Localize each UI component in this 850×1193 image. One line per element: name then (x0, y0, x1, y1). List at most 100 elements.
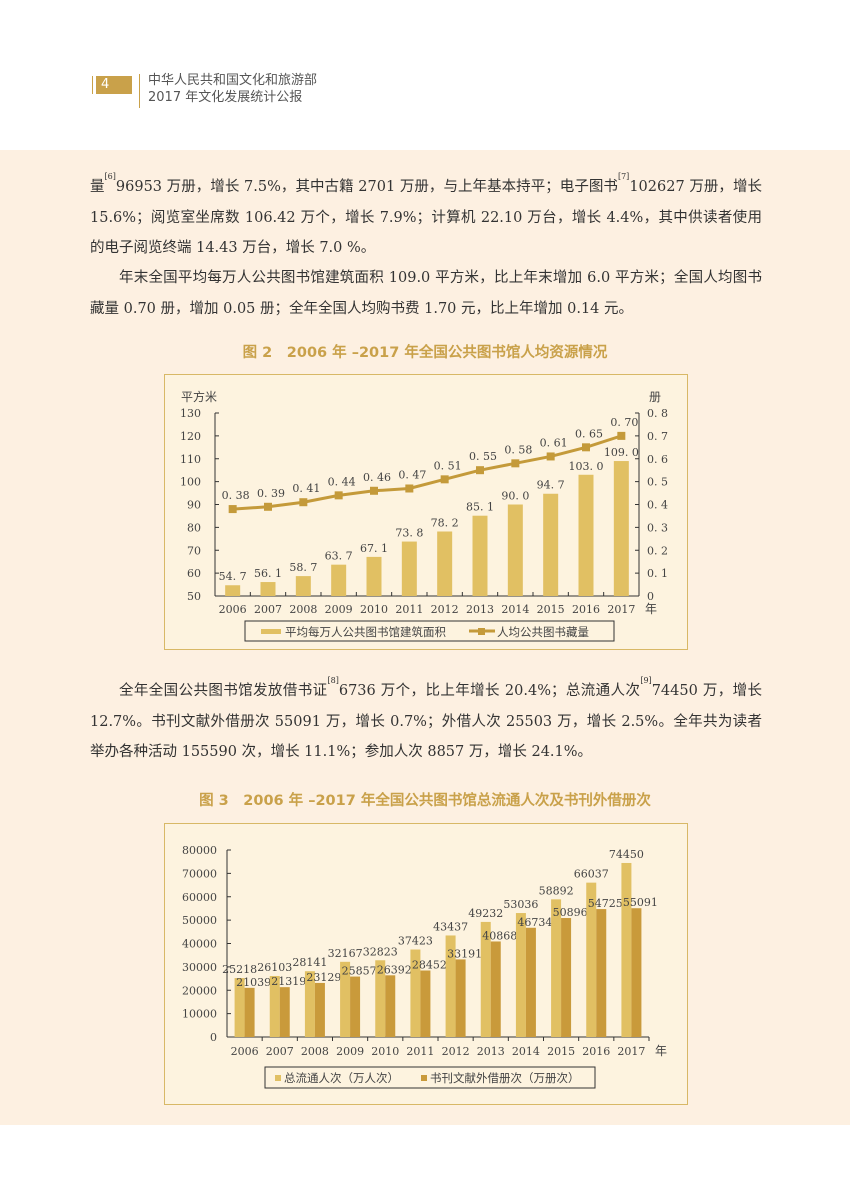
para1-text-a: 量 (90, 179, 105, 195)
line-marker (476, 466, 484, 475)
y-tick-label: 70000 (182, 867, 217, 880)
legend-line-marker (478, 628, 485, 635)
bar-circulation-label: 37423 (398, 935, 433, 948)
page-header: 4 中华人民共和国文化和旅游部 2017 年文化发展统计公报 (0, 0, 850, 150)
bar-lending-label: 50896 (553, 906, 588, 919)
line-marker (370, 486, 378, 495)
footnote-ref-8[interactable]: [8] (327, 676, 339, 685)
right-tick-label: 0. 5 (647, 476, 668, 489)
footnote-ref-7[interactable]: [7] (617, 172, 630, 181)
line-marker (511, 459, 520, 468)
bar-lending-label: 55091 (623, 896, 658, 909)
bar-lending (596, 909, 607, 1037)
bar-lending-label: 33191 (447, 947, 482, 960)
x-tick-label: 2012 (442, 1045, 470, 1058)
bar-circulation (269, 975, 280, 1037)
y-tick-label: 30000 (182, 961, 217, 974)
footnote-ref-9[interactable]: [9] (640, 676, 652, 685)
bar-circulation (445, 935, 456, 1037)
bar-value-label: 67. 1 (360, 542, 388, 555)
footnote-ref-6[interactable]: [6] (104, 172, 116, 181)
left-axis-unit: 平方米 (181, 389, 217, 404)
bar-circulation (304, 971, 315, 1037)
right-tick-label: 0. 6 (647, 453, 668, 466)
legend-swatch-lending (421, 1075, 427, 1081)
bar-circulation (586, 882, 597, 1037)
x-axis-unit: 年 (645, 602, 657, 616)
bar-lending-label: 21319 (271, 975, 306, 988)
right-tick-label: 0 (647, 590, 654, 603)
line-value-label: 0. 55 (469, 450, 497, 463)
x-tick-label: 2013 (466, 603, 494, 616)
bar-circulation-label: 58892 (539, 884, 574, 897)
bar-area (260, 582, 276, 596)
para3-text-c: 74450 万，增长 12.7%。书刊文献外借册次 55091 万，增长 0.7… (90, 683, 762, 760)
bar-circulation (621, 862, 632, 1037)
legend-swatch-circulation (275, 1075, 281, 1081)
para1-text-c: 102627 万册，增长 15.6%；阅览室坐席数 106.42 万个，增长 7… (90, 179, 762, 256)
x-tick-label: 2017 (617, 1045, 645, 1058)
bar-lending (455, 959, 466, 1037)
x-tick-label: 2011 (406, 1045, 434, 1058)
line-value-label: 0. 39 (257, 487, 285, 500)
x-tick-label: 2012 (431, 603, 459, 616)
bar-area (366, 556, 382, 596)
bar-area (437, 531, 453, 596)
figure-2-svg: 平方米 册 50 60 70 80 90 100 110 120 130 0 0. 1 0. 2 0. 3 0… (180, 389, 668, 642)
bar-circulation-label: 28141 (292, 956, 327, 969)
line-marker (228, 505, 237, 514)
bar-lending (561, 918, 572, 1037)
bar-value-label: 56. 1 (254, 567, 282, 580)
bar-area (472, 515, 488, 596)
line-value-label: 0. 41 (292, 482, 320, 495)
y-tick-label: 0 (210, 1031, 217, 1044)
bar-lending-label: 28452 (412, 958, 447, 971)
left-tick-label: 90 (187, 499, 201, 512)
line-marker (405, 484, 414, 493)
bar-circulation-label: 25218 (222, 963, 257, 976)
bar-circulation (515, 913, 526, 1037)
bar-area (543, 493, 559, 596)
bar-circulation-label: 66037 (574, 868, 609, 881)
page-number: 4 (96, 76, 132, 94)
header-title: 中华人民共和国文化和旅游部 2017 年文化发展统计公报 (148, 72, 317, 106)
line-value-label: 0. 47 (398, 468, 426, 481)
bar-value-label: 103. 0 (569, 460, 604, 473)
line-value-label: 0. 70 (610, 416, 638, 429)
para3-text-b: 6736 万个，比上年增长 20.4%；总流通人次 (338, 683, 641, 699)
bar-circulation (375, 960, 386, 1037)
left-tick-label: 100 (180, 476, 201, 489)
x-tick-label: 2009 (336, 1045, 364, 1058)
x-tick-label: 2008 (301, 1045, 329, 1058)
bar-lending (244, 987, 255, 1037)
bar-circulation-label: 32167 (328, 947, 363, 960)
bar-lending-label: 21039 (236, 976, 271, 989)
legend-box (264, 1066, 596, 1089)
right-tick-label: 0. 7 (647, 430, 668, 443)
right-tick-label: 0. 8 (647, 407, 668, 420)
figure-3-title: 图 3 2006 年 –2017 年全国公共图书馆总流通人次及书刊外借册次 (199, 793, 651, 809)
bar-area (613, 461, 629, 596)
line-value-label: 0. 58 (504, 443, 532, 456)
x-tick-label: 2007 (254, 603, 282, 616)
bar-lending-label: 54725 (588, 897, 623, 910)
bar-area (225, 585, 241, 596)
header-accent-bar (92, 76, 93, 94)
line-marker (617, 431, 626, 440)
bar-circulation (480, 921, 491, 1037)
paragraph-3: 全年全国公共图书馆发放借书证[8]6736 万个，比上年增长 20.4%；总流通… (90, 676, 762, 768)
line-books-per-capita (232, 434, 622, 511)
left-tick-label: 70 (187, 544, 201, 557)
bar-lending-label: 25857 (342, 965, 377, 978)
line-marker (582, 443, 590, 452)
bar-circulation-label: 49232 (468, 907, 503, 920)
figure-2-title: 图 2 2006 年 –2017 年全国公共图书馆人均资源情况 (242, 345, 608, 361)
left-tick-label: 120 (180, 430, 201, 443)
bar-value-label: 63. 7 (325, 550, 353, 563)
bar-value-label: 85. 1 (466, 501, 494, 514)
y-tick-label: 40000 (182, 938, 217, 951)
line-marker (546, 452, 555, 461)
bar-lending-label: 46734 (517, 916, 552, 929)
line-marker (440, 475, 449, 484)
right-axis-unit: 册 (649, 390, 661, 404)
